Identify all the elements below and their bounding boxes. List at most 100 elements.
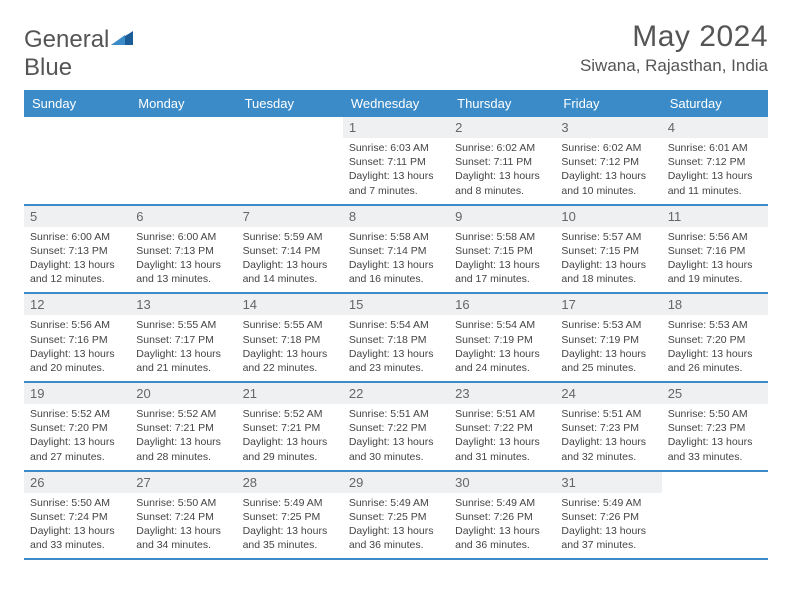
sunset-text: Sunset: 7:25 PM — [349, 510, 443, 524]
calendar-body: 1Sunrise: 6:03 AMSunset: 7:11 PMDaylight… — [24, 117, 768, 560]
calendar-day-cell: 30Sunrise: 5:49 AMSunset: 7:26 PMDayligh… — [449, 472, 555, 559]
calendar-day-cell — [662, 472, 768, 559]
calendar-day-cell: 15Sunrise: 5:54 AMSunset: 7:18 PMDayligh… — [343, 294, 449, 381]
sunrise-text: Sunrise: 5:51 AM — [455, 407, 549, 421]
calendar-grid: SundayMondayTuesdayWednesdayThursdayFrid… — [24, 90, 768, 560]
sunrise-text: Sunrise: 6:01 AM — [668, 141, 762, 155]
weekday-header: Tuesday — [237, 90, 343, 117]
day-number: 22 — [343, 383, 449, 404]
day-details: Sunrise: 5:49 AMSunset: 7:26 PMDaylight:… — [561, 496, 655, 553]
day-number: 17 — [555, 294, 661, 315]
day-details: Sunrise: 5:55 AMSunset: 7:18 PMDaylight:… — [243, 318, 337, 375]
calendar-page: General May 2024 Siwana, Rajasthan, Indi… — [0, 0, 792, 560]
sunset-text: Sunset: 7:22 PM — [455, 421, 549, 435]
sunrise-text: Sunrise: 5:55 AM — [136, 318, 230, 332]
daylight-text: Daylight: 13 hours and 36 minutes. — [455, 524, 549, 552]
day-number: 8 — [343, 206, 449, 227]
daylight-text: Daylight: 13 hours and 18 minutes. — [561, 258, 655, 286]
calendar-day-cell: 23Sunrise: 5:51 AMSunset: 7:22 PMDayligh… — [449, 383, 555, 470]
weekday-header: Wednesday — [343, 90, 449, 117]
logo-text-1: General — [24, 26, 109, 54]
day-details: Sunrise: 6:01 AMSunset: 7:12 PMDaylight:… — [668, 141, 762, 198]
calendar-day-cell: 9Sunrise: 5:58 AMSunset: 7:15 PMDaylight… — [449, 206, 555, 293]
sunrise-text: Sunrise: 5:56 AM — [668, 230, 762, 244]
calendar-day-cell: 31Sunrise: 5:49 AMSunset: 7:26 PMDayligh… — [555, 472, 661, 559]
sunset-text: Sunset: 7:11 PM — [349, 155, 443, 169]
sunrise-text: Sunrise: 6:00 AM — [136, 230, 230, 244]
calendar-day-cell: 2Sunrise: 6:02 AMSunset: 7:11 PMDaylight… — [449, 117, 555, 204]
daylight-text: Daylight: 13 hours and 8 minutes. — [455, 169, 549, 197]
sunrise-text: Sunrise: 5:58 AM — [349, 230, 443, 244]
day-number: 20 — [130, 383, 236, 404]
day-number: 25 — [662, 383, 768, 404]
day-details: Sunrise: 5:54 AMSunset: 7:19 PMDaylight:… — [455, 318, 549, 375]
sunset-text: Sunset: 7:22 PM — [349, 421, 443, 435]
weekday-header: Sunday — [24, 90, 130, 117]
daylight-text: Daylight: 13 hours and 33 minutes. — [668, 435, 762, 463]
day-number: 18 — [662, 294, 768, 315]
day-details: Sunrise: 5:53 AMSunset: 7:19 PMDaylight:… — [561, 318, 655, 375]
day-number: 29 — [343, 472, 449, 493]
calendar-week-row: 12Sunrise: 5:56 AMSunset: 7:16 PMDayligh… — [24, 294, 768, 383]
day-details: Sunrise: 5:56 AMSunset: 7:16 PMDaylight:… — [668, 230, 762, 287]
sunrise-text: Sunrise: 6:00 AM — [30, 230, 124, 244]
day-number: 3 — [555, 117, 661, 138]
sunset-text: Sunset: 7:21 PM — [243, 421, 337, 435]
calendar-day-cell: 5Sunrise: 6:00 AMSunset: 7:13 PMDaylight… — [24, 206, 130, 293]
daylight-text: Daylight: 13 hours and 36 minutes. — [349, 524, 443, 552]
day-number: 14 — [237, 294, 343, 315]
calendar-day-cell — [237, 117, 343, 204]
sunrise-text: Sunrise: 5:52 AM — [136, 407, 230, 421]
day-details: Sunrise: 6:00 AMSunset: 7:13 PMDaylight:… — [136, 230, 230, 287]
sunrise-text: Sunrise: 5:51 AM — [561, 407, 655, 421]
sunrise-text: Sunrise: 5:55 AM — [243, 318, 337, 332]
sunrise-text: Sunrise: 6:02 AM — [455, 141, 549, 155]
sunrise-text: Sunrise: 5:56 AM — [30, 318, 124, 332]
sunset-text: Sunset: 7:15 PM — [561, 244, 655, 258]
sunrise-text: Sunrise: 5:53 AM — [561, 318, 655, 332]
daylight-text: Daylight: 13 hours and 20 minutes. — [30, 347, 124, 375]
sunrise-text: Sunrise: 5:52 AM — [30, 407, 124, 421]
sunrise-text: Sunrise: 5:57 AM — [561, 230, 655, 244]
day-number: 26 — [24, 472, 130, 493]
day-details: Sunrise: 5:57 AMSunset: 7:15 PMDaylight:… — [561, 230, 655, 287]
sunset-text: Sunset: 7:26 PM — [561, 510, 655, 524]
day-number: 6 — [130, 206, 236, 227]
calendar-day-cell: 1Sunrise: 6:03 AMSunset: 7:11 PMDaylight… — [343, 117, 449, 204]
day-details: Sunrise: 5:54 AMSunset: 7:18 PMDaylight:… — [349, 318, 443, 375]
day-number: 1 — [343, 117, 449, 138]
day-details: Sunrise: 5:58 AMSunset: 7:14 PMDaylight:… — [349, 230, 443, 287]
day-details: Sunrise: 6:02 AMSunset: 7:11 PMDaylight:… — [455, 141, 549, 198]
day-details: Sunrise: 5:49 AMSunset: 7:25 PMDaylight:… — [349, 496, 443, 553]
daylight-text: Daylight: 13 hours and 11 minutes. — [668, 169, 762, 197]
sunset-text: Sunset: 7:19 PM — [455, 333, 549, 347]
calendar-day-cell: 16Sunrise: 5:54 AMSunset: 7:19 PMDayligh… — [449, 294, 555, 381]
calendar-day-cell: 7Sunrise: 5:59 AMSunset: 7:14 PMDaylight… — [237, 206, 343, 293]
sunset-text: Sunset: 7:20 PM — [668, 333, 762, 347]
day-number: 7 — [237, 206, 343, 227]
sunset-text: Sunset: 7:18 PM — [349, 333, 443, 347]
daylight-text: Daylight: 13 hours and 22 minutes. — [243, 347, 337, 375]
weekday-header: Friday — [555, 90, 661, 117]
daylight-text: Daylight: 13 hours and 13 minutes. — [136, 258, 230, 286]
daylight-text: Daylight: 13 hours and 33 minutes. — [30, 524, 124, 552]
sunrise-text: Sunrise: 5:58 AM — [455, 230, 549, 244]
calendar-day-cell: 10Sunrise: 5:57 AMSunset: 7:15 PMDayligh… — [555, 206, 661, 293]
sunset-text: Sunset: 7:11 PM — [455, 155, 549, 169]
sunrise-text: Sunrise: 6:03 AM — [349, 141, 443, 155]
sunrise-text: Sunrise: 5:50 AM — [136, 496, 230, 510]
daylight-text: Daylight: 13 hours and 10 minutes. — [561, 169, 655, 197]
sunrise-text: Sunrise: 5:59 AM — [243, 230, 337, 244]
calendar-day-cell: 20Sunrise: 5:52 AMSunset: 7:21 PMDayligh… — [130, 383, 236, 470]
sunrise-text: Sunrise: 6:02 AM — [561, 141, 655, 155]
day-number: 9 — [449, 206, 555, 227]
sunset-text: Sunset: 7:12 PM — [668, 155, 762, 169]
sunrise-text: Sunrise: 5:50 AM — [30, 496, 124, 510]
calendar-day-cell: 22Sunrise: 5:51 AMSunset: 7:22 PMDayligh… — [343, 383, 449, 470]
day-details: Sunrise: 5:49 AMSunset: 7:25 PMDaylight:… — [243, 496, 337, 553]
calendar-day-cell — [24, 117, 130, 204]
daylight-text: Daylight: 13 hours and 32 minutes. — [561, 435, 655, 463]
day-number: 28 — [237, 472, 343, 493]
sunset-text: Sunset: 7:15 PM — [455, 244, 549, 258]
daylight-text: Daylight: 13 hours and 24 minutes. — [455, 347, 549, 375]
